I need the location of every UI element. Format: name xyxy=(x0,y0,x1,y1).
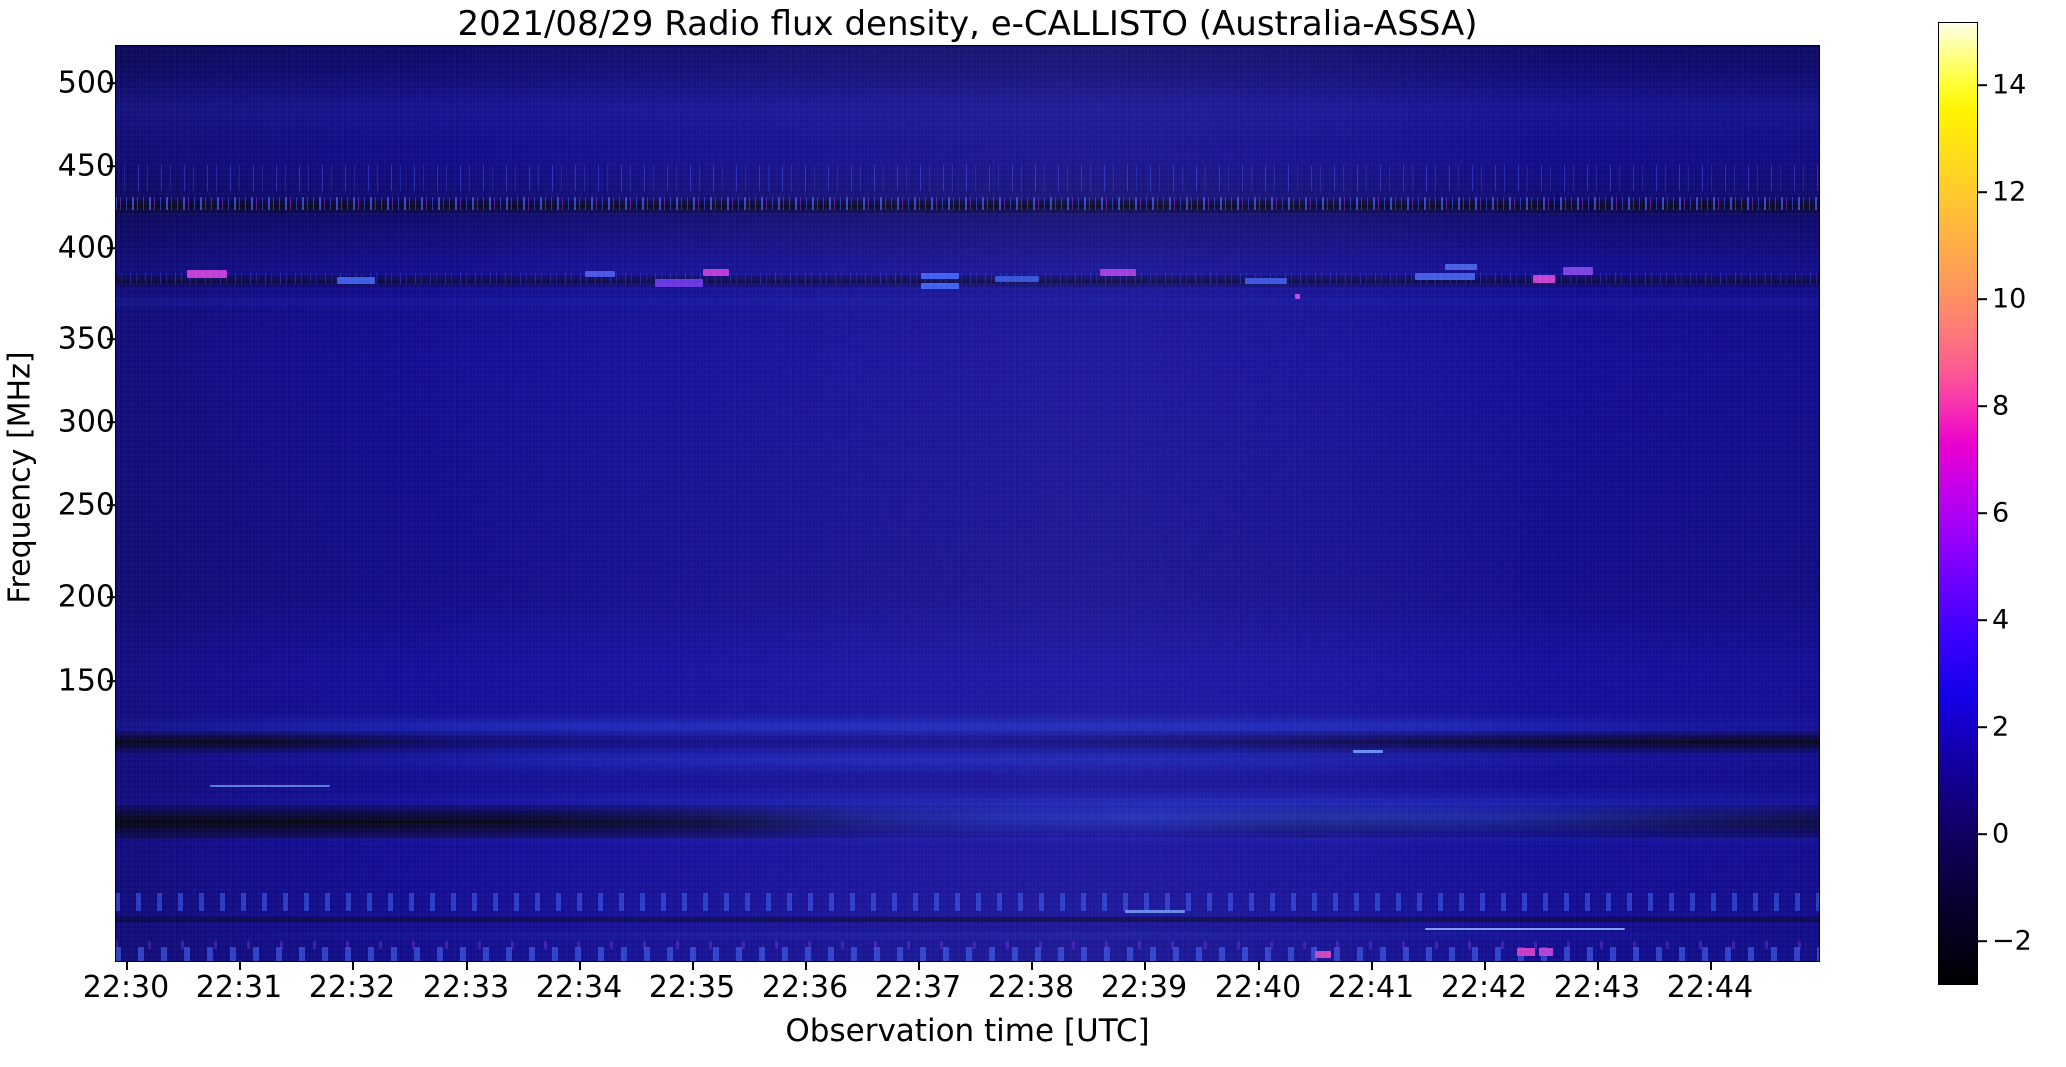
rfi-blip xyxy=(1425,928,1625,930)
rfi-blip xyxy=(1445,264,1477,270)
y-tick-label: 150 xyxy=(57,663,115,699)
x-tick-label: 22:32 xyxy=(308,970,396,1005)
band-220mhz-absorption xyxy=(115,731,1820,753)
y-tick-label: 400 xyxy=(57,230,115,266)
x-tick-label: 22:42 xyxy=(1440,970,1528,1005)
band-448mhz-speckle xyxy=(115,165,1820,191)
y-axis: 500 450 400 350 300 250 200 150 xyxy=(0,0,115,1067)
x-axis-label: Observation time [UTC] xyxy=(785,1013,1150,1049)
rfi-blip xyxy=(585,271,615,277)
y-axis-label: Frequency [MHz] xyxy=(2,351,38,604)
rfi-blip xyxy=(1245,278,1287,284)
x-tick-label: 22:40 xyxy=(1214,970,1302,1005)
page-title: 2021/08/29 Radio flux density, e-CALLIST… xyxy=(457,4,1478,44)
rfi-blip xyxy=(921,283,959,289)
rfi-blip xyxy=(1415,273,1475,280)
colorbar[interactable] xyxy=(1938,22,1978,985)
colorbar-tick-label: 6 xyxy=(1992,497,2010,529)
x-tick-label: 22:39 xyxy=(1100,970,1188,1005)
band-148mhz-rfi-comb xyxy=(115,893,1820,911)
rfi-blip xyxy=(655,279,703,287)
band-183mhz-lower-rim xyxy=(115,837,1820,853)
band-145mhz-dark-line xyxy=(115,917,1820,922)
y-tick-label: 300 xyxy=(57,404,115,440)
band-452mhz-rfi-comb xyxy=(115,197,1820,210)
x-tick-label: 22:34 xyxy=(535,970,623,1005)
heatmap-noise-horizontal xyxy=(115,45,1820,962)
heatmap-noise-vertical xyxy=(115,45,1820,962)
spectrogram-plot-area[interactable] xyxy=(115,45,1820,962)
rfi-blip xyxy=(1125,910,1185,913)
band-124mhz-rfi-comb xyxy=(115,941,1820,949)
colorbar-tick-label: 10 xyxy=(1992,283,2027,315)
x-tick-label: 22:41 xyxy=(1327,970,1415,1005)
x-tick-label: 22:35 xyxy=(648,970,736,1005)
band-195mhz-emission xyxy=(115,797,1820,837)
band-405mhz-faint xyxy=(115,297,1820,307)
band-141mhz-faint-line xyxy=(115,932,1820,939)
colorbar-tick-label: 4 xyxy=(1992,604,2010,636)
band-215mhz-emission xyxy=(115,745,1820,775)
rfi-blip xyxy=(995,276,1039,282)
y-tick-label: 200 xyxy=(57,579,115,615)
x-tick-label: 22:43 xyxy=(1553,970,1641,1005)
y-tick-label: 250 xyxy=(57,487,115,523)
x-tick-label: 22:37 xyxy=(874,970,962,1005)
y-tick-label: 450 xyxy=(57,148,115,184)
rfi-blip xyxy=(921,273,959,279)
x-tick-label: 22:36 xyxy=(761,970,849,1005)
x-tick-label: 22:30 xyxy=(82,970,170,1005)
y-tick-label: 350 xyxy=(57,321,115,357)
rfi-blip xyxy=(187,270,227,278)
rfi-blip xyxy=(337,277,375,284)
rfi-blip xyxy=(1100,269,1136,276)
band-417mhz-dark-core xyxy=(115,275,1820,287)
band-417mhz-rfi-speckle xyxy=(115,273,1820,284)
colorbar-tick-label: 14 xyxy=(1992,69,2027,101)
heatmap-noise-diagonal xyxy=(115,45,1820,962)
rfi-blip xyxy=(1539,948,1553,956)
rfi-blip xyxy=(1315,951,1331,958)
x-tick-label: 22:44 xyxy=(1666,970,1754,1005)
colorbar-tick-label: −2 xyxy=(1992,925,2032,957)
rfi-blip xyxy=(1563,267,1593,275)
rfi-blip xyxy=(1533,275,1555,283)
y-tick-label: 500 xyxy=(57,65,115,101)
x-tick-label: 22:31 xyxy=(195,970,283,1005)
rfi-blip xyxy=(1517,948,1535,956)
colorbar-tick-label: 8 xyxy=(1992,390,2010,422)
x-tick-label: 22:38 xyxy=(987,970,1075,1005)
colorbar-tick-label: 0 xyxy=(1992,818,2010,850)
rfi-blip xyxy=(703,269,729,276)
colorbar-tick-label: 12 xyxy=(1992,176,2027,208)
x-tick-label: 22:33 xyxy=(422,970,510,1005)
rfi-blip xyxy=(210,785,330,787)
band-128mhz-rfi-comb xyxy=(115,947,1820,962)
rfi-blip xyxy=(1353,750,1383,753)
band-470mhz-faint xyxy=(115,75,1820,145)
band-188mhz-absorption xyxy=(115,805,1820,839)
rfi-blip xyxy=(1295,294,1300,299)
colorbar-tick-label: 2 xyxy=(1992,711,2010,743)
